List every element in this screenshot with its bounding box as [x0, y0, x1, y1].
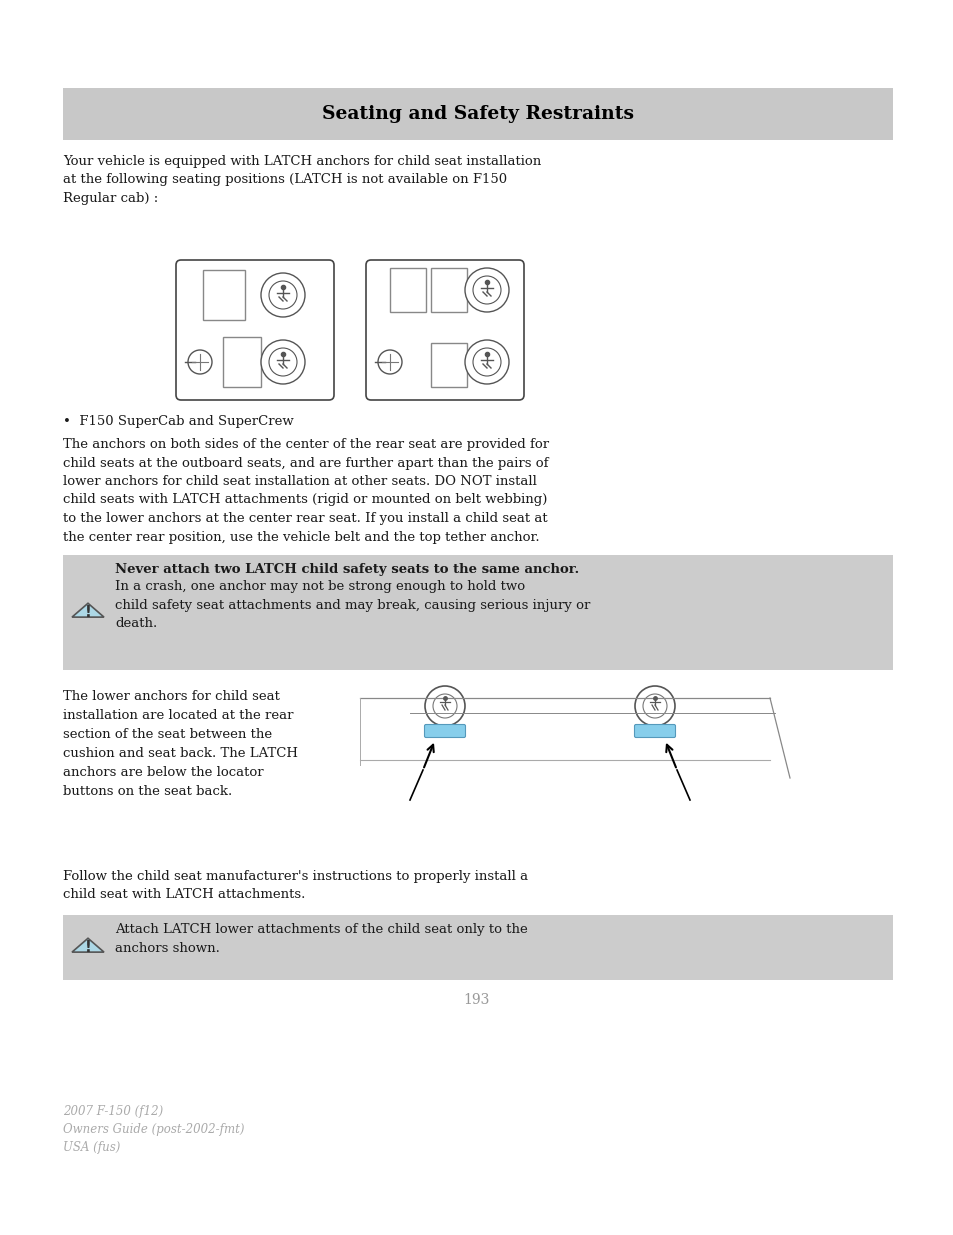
Circle shape	[473, 275, 500, 304]
Text: The anchors on both sides of the center of the rear seat are provided for
child : The anchors on both sides of the center …	[63, 438, 549, 543]
Circle shape	[464, 340, 509, 384]
Bar	[63, 915, 892, 981]
Text: 2007 F-150 (f12): 2007 F-150 (f12)	[63, 1105, 163, 1118]
Circle shape	[188, 350, 212, 374]
Circle shape	[269, 348, 296, 375]
Text: In a crash, one anchor may not be strong enough to hold two
child safety seat at: In a crash, one anchor may not be strong…	[115, 580, 590, 630]
Circle shape	[642, 694, 666, 718]
Text: Seating and Safety Restraints: Seating and Safety Restraints	[322, 105, 634, 124]
Text: Attach LATCH lower attachments of the child seat only to the
anchors shown.: Attach LATCH lower attachments of the ch…	[115, 923, 527, 955]
Bar	[431, 343, 467, 387]
Bar	[431, 268, 467, 312]
FancyBboxPatch shape	[424, 725, 465, 737]
Polygon shape	[71, 939, 104, 952]
Bar	[223, 337, 261, 387]
Text: Follow the child seat manufacturer's instructions to properly install a
child se: Follow the child seat manufacturer's ins…	[63, 869, 528, 902]
Text: !: !	[85, 940, 91, 955]
Circle shape	[473, 348, 500, 375]
Text: !: !	[85, 605, 91, 620]
Circle shape	[261, 340, 305, 384]
Text: The lower anchors for child seat
installation are located at the rear
section of: The lower anchors for child seat install…	[63, 690, 297, 798]
Circle shape	[635, 685, 675, 726]
Circle shape	[424, 685, 464, 726]
Circle shape	[433, 694, 456, 718]
Bar	[63, 88, 892, 140]
Bar	[203, 270, 245, 320]
FancyBboxPatch shape	[366, 261, 523, 400]
Circle shape	[464, 268, 509, 312]
Text: 193: 193	[463, 993, 490, 1007]
Text: •  F150 SuperCab and SuperCrew: • F150 SuperCab and SuperCrew	[63, 415, 294, 429]
Bar	[63, 555, 892, 671]
Text: Never attach two LATCH child safety seats to the same anchor.: Never attach two LATCH child safety seat…	[115, 563, 578, 576]
Circle shape	[261, 273, 305, 317]
Text: Owners Guide (post-2002-fmt): Owners Guide (post-2002-fmt)	[63, 1123, 244, 1136]
Circle shape	[377, 350, 401, 374]
Bar	[390, 268, 426, 312]
Text: Your vehicle is equipped with LATCH anchors for child seat installation
at the f: Your vehicle is equipped with LATCH anch…	[63, 156, 540, 205]
FancyBboxPatch shape	[175, 261, 334, 400]
Circle shape	[269, 282, 296, 309]
Polygon shape	[71, 603, 104, 618]
FancyBboxPatch shape	[634, 725, 675, 737]
Text: USA (fus): USA (fus)	[63, 1141, 120, 1153]
